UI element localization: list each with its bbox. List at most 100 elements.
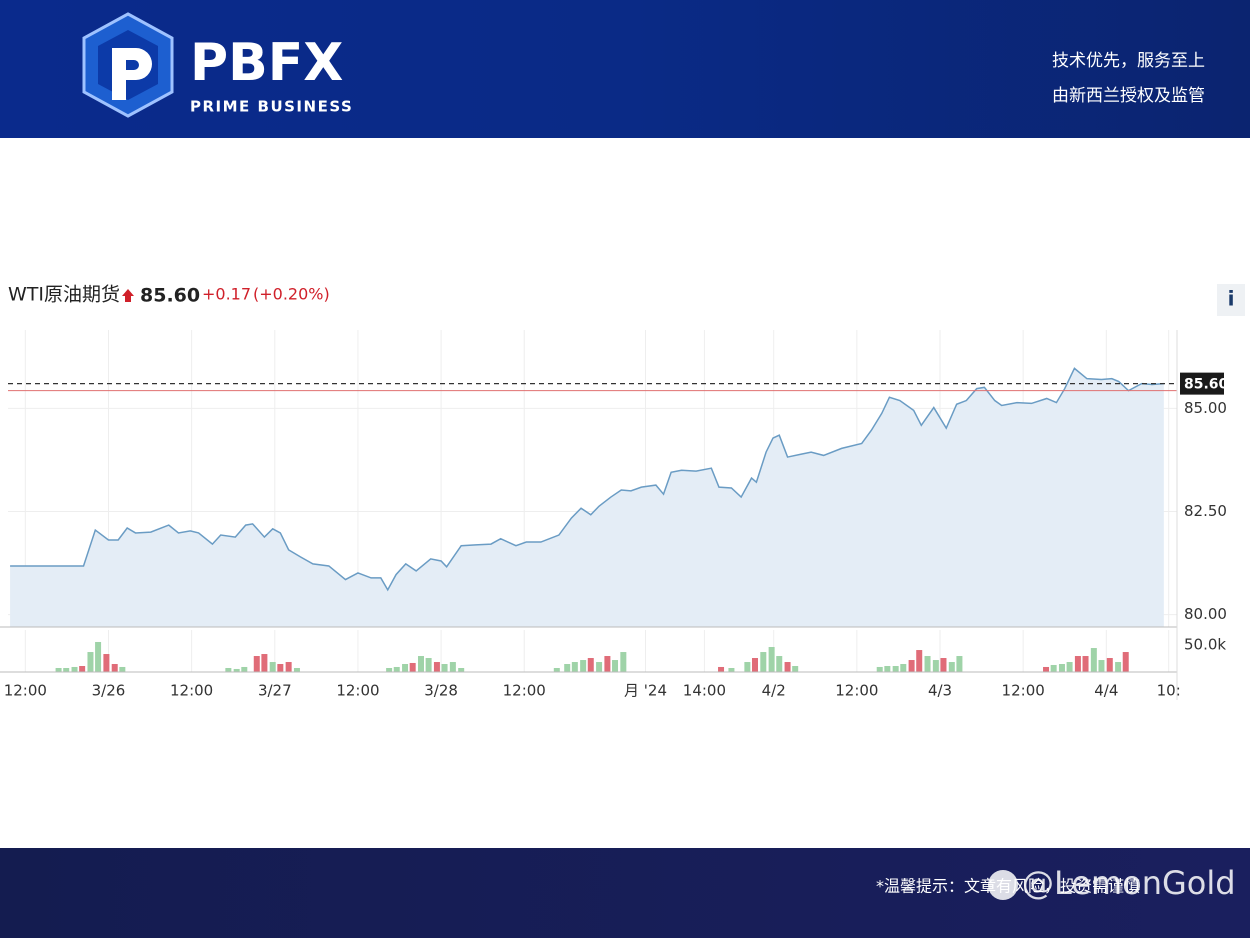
- x-tick-label: 12:00: [503, 682, 546, 700]
- volume-bar: [1115, 662, 1122, 672]
- volume-bar: [900, 664, 907, 672]
- volume-bar: [884, 666, 891, 672]
- x-tick-label: 3/28: [424, 682, 458, 700]
- volume-bar: [751, 658, 758, 672]
- volume-bar: [79, 666, 86, 672]
- volume-bar: [103, 654, 110, 672]
- y-tick-label: 85.00: [1184, 399, 1227, 417]
- volume-bar: [728, 668, 735, 672]
- volume-bar: [386, 668, 393, 672]
- x-tick-label: 4/3: [928, 682, 952, 700]
- volume-bar: [587, 658, 594, 672]
- volume-bar: [119, 666, 126, 672]
- volume-bar: [948, 662, 955, 672]
- volume-bar: [95, 641, 102, 672]
- volume-bar: [768, 647, 775, 672]
- volume-bar: [1082, 656, 1089, 672]
- volume-bar: [293, 668, 300, 672]
- volume-bar: [393, 666, 400, 672]
- slogan: 技术优先，服务至上: [1052, 51, 1205, 71]
- footer-band: [0, 848, 1250, 938]
- volume-bar: [241, 666, 248, 672]
- x-tick-label: 3/26: [92, 682, 126, 700]
- volume-bar: [253, 656, 260, 672]
- volume-bar: [425, 658, 432, 672]
- volume-bar: [612, 660, 619, 672]
- volume-bar: [571, 662, 578, 672]
- volume-bar: [87, 652, 94, 672]
- x-tick-label: 12:00: [1002, 682, 1045, 700]
- volume-bar: [1090, 648, 1097, 672]
- volume-bar: [71, 666, 78, 672]
- x-tick-label: 10:: [1157, 682, 1181, 700]
- x-tick-label: 12:00: [4, 682, 47, 700]
- volume-bar: [776, 656, 783, 672]
- volume-bar: [458, 668, 465, 672]
- last-price-label: 85.60: [1184, 377, 1229, 393]
- volume-bar: [932, 660, 939, 672]
- volume-bar: [580, 660, 587, 672]
- x-tick-label: 12:00: [336, 682, 379, 700]
- volume-bar: [225, 668, 232, 672]
- volume-bar: [784, 662, 791, 672]
- volume-bar: [916, 650, 923, 672]
- x-tick-label: 4/4: [1094, 682, 1118, 700]
- volume-bar: [956, 656, 963, 672]
- volume-bar: [1066, 662, 1073, 672]
- volume-bar: [1058, 664, 1065, 672]
- volume-bar: [1074, 656, 1081, 672]
- price-change: +0.17: [202, 285, 251, 304]
- volume-bar: [433, 662, 440, 672]
- watermark-icon: [988, 870, 1018, 900]
- watermark: @LemonGold: [1022, 864, 1236, 902]
- price-change-pct: (+0.20%): [253, 285, 330, 304]
- x-tick-label: 月 '24: [624, 682, 667, 700]
- volume-bar: [63, 668, 70, 672]
- volume-bar: [564, 664, 571, 672]
- volume-bar: [940, 658, 947, 672]
- volume-bar: [718, 666, 725, 672]
- volume-bar: [620, 652, 627, 672]
- up-arrow: [122, 289, 134, 302]
- header-band: [0, 0, 1250, 138]
- volume-bar: [604, 656, 611, 672]
- x-tick-label: 12:00: [170, 682, 213, 700]
- volume-bar: [892, 666, 899, 672]
- x-tick-label: 14:00: [683, 682, 726, 700]
- volume-bar: [277, 664, 284, 672]
- volume-bar: [402, 664, 409, 672]
- x-tick-label: 4/2: [762, 682, 786, 700]
- plot-area: 80.00 82.50 85.00 85.60 50.0k 12:00 3/26 12:00 3…: [0, 330, 1229, 700]
- volume-bar: [1098, 660, 1105, 672]
- area-fill: [10, 368, 1164, 627]
- volume-bar: [908, 660, 915, 672]
- info-button[interactable]: [1217, 284, 1245, 316]
- volume-bar: [261, 654, 268, 672]
- info-icon[interactable]: i: [1228, 287, 1235, 311]
- logo-text: PBFX: [190, 33, 343, 93]
- volume-bar: [417, 656, 424, 672]
- volume-bar: [285, 662, 292, 672]
- volume-bar: [449, 662, 456, 672]
- x-tick-label: 12:00: [835, 682, 878, 700]
- volume-bar: [269, 662, 276, 672]
- logo-subtitle: PRIME BUSINESS: [190, 98, 353, 116]
- volume-bar: [233, 668, 240, 672]
- volume-bar: [792, 666, 799, 672]
- volume-bar: [596, 662, 603, 672]
- volume-bar: [1043, 666, 1050, 672]
- logo-icon: [82, 12, 174, 118]
- volume-bar: [1122, 652, 1129, 672]
- volume-bar: [111, 664, 118, 672]
- volume-bar: [553, 668, 560, 672]
- y-tick-label: 80.00: [1184, 605, 1227, 623]
- volume-bar: [1106, 658, 1113, 672]
- volume-bar: [760, 652, 767, 672]
- y-tick-label: 82.50: [1184, 502, 1227, 520]
- volume-bar: [876, 666, 883, 672]
- volume-bar: [744, 662, 751, 672]
- price-line: [10, 367, 1164, 592]
- last-price-box: [1180, 372, 1224, 395]
- x-tick-label: 3/27: [258, 682, 292, 700]
